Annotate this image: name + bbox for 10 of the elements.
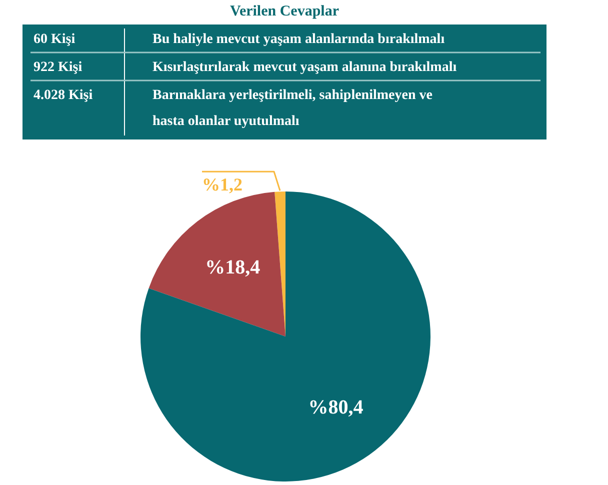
text: 4.028 Kişi bbox=[34, 88, 93, 103]
text: Verilen Cevaplar bbox=[230, 4, 340, 20]
data-label: %18,4 bbox=[205, 256, 260, 278]
data-label: %80,4 bbox=[308, 396, 364, 419]
text: Kısırlaştırılarak mevcut yaşam alanına bırakılmalı bbox=[152, 60, 457, 75]
text: 922 Kişi bbox=[34, 60, 82, 75]
text: Bu haliyle mevcut yaşam alanlarında bırakılmalı bbox=[152, 32, 445, 47]
text: Barınaklara yerleştirilmeli, sahiplenilmeyen ve hasta olanlar uyutulmalı bbox=[152, 88, 432, 129]
data-label: %1,2 bbox=[202, 174, 242, 195]
text: 60 Kişi bbox=[34, 32, 76, 47]
